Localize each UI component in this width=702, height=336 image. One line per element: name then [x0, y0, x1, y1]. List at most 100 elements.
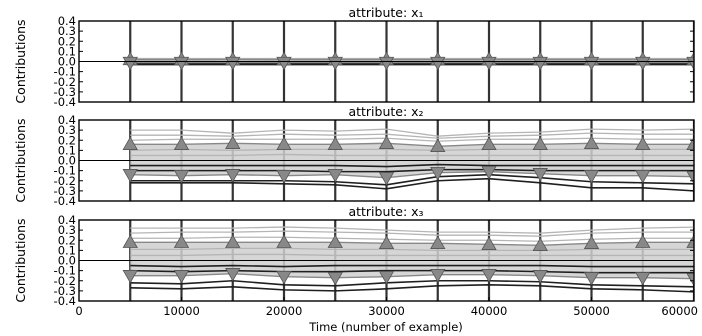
series-line [130, 163, 694, 168]
band-lower-line [130, 170, 694, 179]
marker-down [686, 56, 694, 71]
y-tick-label: 0.1 [58, 44, 76, 58]
y-tick-label: 0.1 [58, 143, 76, 157]
series-line [130, 283, 694, 293]
x-tick-label: 0 [75, 304, 82, 318]
panel-2: 0.40.30.20.10.0-0.1-0.2-0.3-0.4 attribute… [13, 104, 695, 208]
y-tick-label: 0.2 [58, 133, 76, 147]
marker-up [583, 135, 600, 149]
marker-up [276, 234, 292, 248]
y-axis-label: Contributions [13, 218, 28, 302]
y-tick-label: -0.2 [54, 274, 76, 288]
marker-down [481, 165, 497, 180]
marker-down [225, 56, 241, 71]
marker-up [481, 136, 497, 150]
marker-down [378, 56, 395, 71]
y-tick-label: -0.4 [54, 194, 76, 208]
marker-down [430, 269, 446, 283]
series-line [130, 247, 694, 252]
x-tick-label: 20000 [266, 304, 303, 318]
y-tick-label: -0.1 [54, 65, 76, 79]
marker-down [430, 166, 446, 181]
series-line [130, 269, 694, 274]
marker-up [583, 235, 600, 249]
y-tick-label: -0.4 [54, 95, 76, 109]
y-tick-label: -0.3 [54, 284, 76, 298]
y-tick-label: -0.2 [54, 174, 76, 188]
marker-down [378, 271, 395, 285]
marker-up [635, 136, 651, 150]
marker-down [173, 270, 190, 284]
y-axis-label: Contributions [13, 19, 28, 103]
series-line [130, 226, 694, 234]
series-line [130, 230, 694, 237]
series-line [130, 168, 694, 173]
panel-title: attribute: x₂ [348, 104, 423, 119]
marker-up [430, 138, 446, 152]
marker-up [173, 136, 190, 150]
y-tick-label: 0.4 [58, 14, 76, 28]
band-upper-line [130, 142, 694, 148]
y-tick-label: -0.1 [54, 164, 76, 178]
marker-down [686, 273, 694, 287]
marker-down [225, 268, 241, 282]
marker-down [583, 272, 600, 286]
panel-title: attribute: x₁ [348, 5, 423, 20]
x-tick-label: 40000 [471, 304, 508, 318]
y-tick-label: 0.2 [58, 34, 76, 48]
marker-down [122, 56, 138, 71]
series-line [130, 279, 694, 288]
marker-up [327, 234, 343, 248]
y-tick-label: -0.1 [54, 264, 76, 278]
marker-up [225, 234, 241, 248]
marker-down [276, 56, 292, 71]
marker-down [276, 271, 292, 285]
x-axis: 0 10000 20000 30000 40000 50000 60000 [75, 297, 698, 318]
marker-up [635, 234, 651, 248]
marker-up [173, 234, 190, 248]
marker-up [481, 236, 497, 250]
y-tick-label: 0.4 [58, 213, 76, 227]
y-tick-label: -0.3 [54, 85, 76, 99]
marker-down [532, 168, 548, 182]
marker-down [378, 172, 395, 186]
marker-down [532, 270, 548, 284]
marker-up [378, 135, 395, 149]
marker-up [430, 235, 446, 249]
y-tick-label: -0.4 [54, 294, 76, 308]
marker-down [173, 56, 190, 71]
y-tick-label: 0.2 [58, 233, 76, 247]
marker-up [276, 136, 292, 150]
y-tick-label: 0.1 [58, 243, 76, 257]
y-tick-label: 0.3 [58, 223, 76, 237]
marker-down [327, 272, 343, 286]
y-axis-label: Contributions [13, 118, 28, 202]
y-tick-label: 0.4 [58, 113, 76, 127]
marker-up [686, 234, 694, 248]
series-line [130, 253, 694, 257]
x-tick-label: 10000 [163, 304, 200, 318]
series-line [130, 173, 694, 186]
series-line [130, 132, 694, 139]
band-upper [130, 242, 694, 261]
marker-down [481, 56, 497, 71]
series-line [130, 177, 694, 192]
marker-down [481, 269, 497, 283]
marker-down [276, 170, 292, 184]
marker-down [583, 170, 600, 184]
marker-up [122, 234, 138, 248]
panel-3: 0.40.30.20.10.0-0.1-0.2-0.3-0.4 attribute… [13, 204, 695, 308]
marker-down [173, 170, 190, 184]
y-tick-label: -0.3 [54, 184, 76, 198]
band-lower-line [130, 272, 694, 280]
marker-up [532, 136, 548, 150]
y-tick-label: 0.0 [58, 154, 76, 168]
plot-area [122, 120, 694, 201]
x-tick-label: 60000 [661, 304, 698, 318]
marker-up [532, 237, 548, 251]
marker-down [327, 169, 343, 183]
marker-up [327, 136, 343, 150]
series-line [130, 148, 694, 152]
marker-down [327, 56, 343, 71]
